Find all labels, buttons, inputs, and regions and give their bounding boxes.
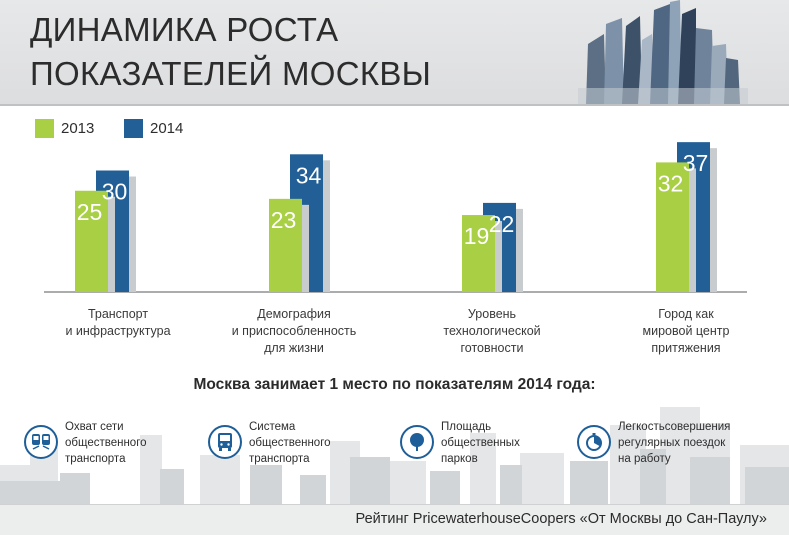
legend-item-2014: 2014 [124, 119, 183, 138]
category-label: Город как мировой центр притяжения [642, 307, 730, 355]
rank-item-text: Площадь общественных парков [441, 421, 520, 465]
rank-heading: Москва занимает 1 место по показателям 2… [193, 376, 596, 393]
title-line-2: ПОКАЗАТЕЛЕЙ МОСКВЫ [30, 55, 432, 92]
bus-icon [208, 425, 242, 459]
category-label: Транспорт и инфраструктура [65, 307, 171, 338]
data-label-2014: 37 [683, 150, 709, 176]
bar-2013 [75, 190, 108, 292]
category-label: Демография и приспособленность для жизни [231, 307, 357, 355]
category-label: Уровень технологической готовности [443, 307, 541, 355]
data-label-2013: 19 [464, 223, 490, 249]
rank-item-text: Система общественного транспорта [249, 421, 331, 465]
legend-label-2013: 2013 [61, 120, 95, 137]
rank-item-public-transport: Система общественного транспорта [208, 419, 331, 467]
rank-item-text: Охват сети общественного транспорта [65, 421, 147, 465]
legend-label-2014: 2014 [150, 120, 184, 137]
legend-item-2013: 2013 [35, 119, 94, 138]
city-skyline-background [0, 407, 789, 505]
legend-swatch-2014 [124, 119, 143, 138]
data-label-2013: 23 [271, 207, 297, 233]
data-label-2013: 32 [658, 170, 684, 196]
stopwatch-icon [577, 425, 611, 459]
bar-2013 [462, 215, 495, 292]
train-icon [24, 425, 58, 459]
legend-swatch-2013 [35, 119, 54, 138]
header: ДИНАМИКА РОСТА ПОКАЗАТЕЛЕЙ МОСКВЫ [0, 0, 789, 104]
skyscrapers-illustration [578, 0, 748, 104]
data-label-2014: 30 [102, 179, 128, 205]
title-line-1: ДИНАМИКА РОСТА [30, 11, 339, 48]
rank-item-transport-coverage: Охват сети общественного транспорта [24, 419, 147, 467]
data-label-2013: 25 [77, 199, 103, 225]
page-title: ДИНАМИКА РОСТА ПОКАЗАТЕЛЕЙ МОСКВЫ [30, 8, 431, 96]
header-divider [0, 104, 789, 106]
footer: Рейтинг PricewaterhouseCoopers «От Москв… [0, 504, 789, 535]
data-label-2014: 22 [489, 211, 515, 237]
data-label-2014: 34 [296, 162, 322, 188]
bar-2013 [656, 162, 689, 292]
tree-icon [400, 425, 434, 459]
rank-item-text: Легкостьсовершения регулярных поездок на… [618, 421, 731, 465]
rank-item-commute: Легкостьсовершения регулярных поездок на… [577, 419, 730, 467]
source-note: Рейтинг PricewaterhouseCoopers «От Москв… [355, 511, 767, 527]
bar-2013 [269, 198, 302, 292]
rank-item-parks: Площадь общественных парков [400, 419, 520, 467]
